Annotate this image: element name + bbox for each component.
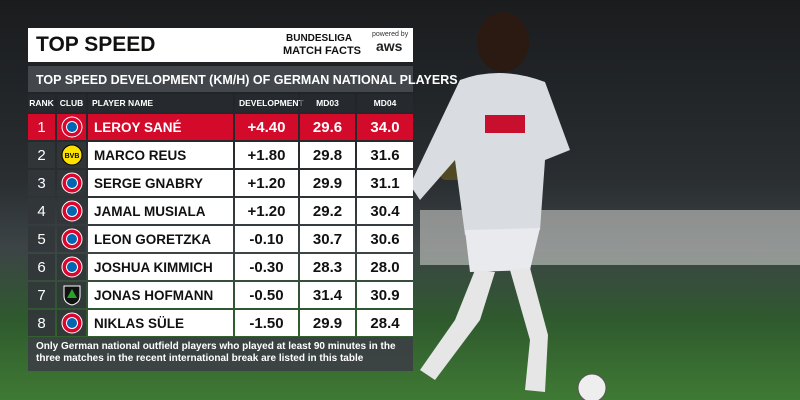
club-logo — [57, 282, 86, 308]
logo-icon: BVB — [61, 144, 82, 166]
column-header: MD04 — [357, 94, 413, 112]
club-logo — [57, 254, 86, 280]
club-logo — [57, 170, 86, 196]
club-logo — [57, 198, 86, 224]
rank: 5 — [28, 226, 55, 252]
club-logo — [57, 226, 86, 252]
logo-icon — [63, 285, 80, 306]
brand-bottom: MATCH FACTS — [283, 45, 362, 57]
development: +1.80 — [235, 142, 298, 168]
sponsor-logo: aws — [376, 38, 403, 54]
table-row: 6 JOSHUA KIMMICH -0.30 28.3 28.0 — [28, 254, 413, 280]
development: +1.20 — [235, 198, 298, 224]
column-header: DEVELOPMENT — [235, 94, 304, 112]
md04: 30.9 — [357, 282, 413, 308]
player-name: JONAS HOFMANN — [88, 282, 233, 308]
table-row: 8 NIKLAS SÜLE -1.50 29.9 28.4 — [28, 310, 413, 336]
md04: 28.0 — [357, 254, 413, 280]
player-name: MARCO REUS — [88, 142, 233, 168]
table-row: 1 LEROY SANÉ +4.40 29.6 34.0 — [28, 114, 413, 140]
table-row: 3 SERGE GNABRY +1.20 29.9 31.1 — [28, 170, 413, 196]
brand-top: BUNDESLIGA — [286, 33, 353, 44]
subtitle: TOP SPEED DEVELOPMENT (KM/H) OF GERMAN N… — [28, 66, 458, 92]
logo-icon — [61, 200, 82, 222]
md04: 28.4 — [357, 310, 413, 336]
development: -0.10 — [235, 226, 298, 252]
development: -0.30 — [235, 254, 298, 280]
development: -1.50 — [235, 310, 298, 336]
rank: 4 — [28, 198, 55, 224]
column-header: RANK — [28, 94, 55, 112]
shirt — [410, 72, 570, 235]
table-row: 4 JAMAL MUSIALA +1.20 29.2 30.4 — [28, 198, 413, 224]
development: +1.20 — [235, 170, 298, 196]
table-row: 7 JONAS HOFMANN -0.50 31.4 30.9 — [28, 282, 413, 308]
table-row: 5 LEON GORETZKA -0.10 30.7 30.6 — [28, 226, 413, 252]
md03: 29.9 — [300, 170, 355, 196]
md04: 31.6 — [357, 142, 413, 168]
md03: 29.6 — [300, 114, 355, 140]
club-logo: BVB — [57, 142, 86, 168]
legs — [420, 268, 548, 392]
column-header: CLUB — [57, 94, 86, 112]
club-logo — [57, 310, 86, 336]
md04: 30.6 — [357, 226, 413, 252]
md03: 29.9 — [300, 310, 355, 336]
logo-icon — [61, 228, 82, 250]
rank: 3 — [28, 170, 55, 196]
column-header: MD03 — [300, 94, 355, 112]
svg-text:BVB: BVB — [64, 153, 79, 160]
rank: 6 — [28, 254, 55, 280]
shorts — [465, 228, 540, 272]
md03: 29.2 — [300, 198, 355, 224]
development: +4.40 — [235, 114, 298, 140]
md04: 31.1 — [357, 170, 413, 196]
player-name: LEROY SANÉ — [88, 114, 233, 140]
md03: 29.8 — [300, 142, 355, 168]
column-header: PLAYER NAME — [88, 94, 233, 112]
player-name: JOSHUA KIMMICH — [88, 254, 233, 280]
rank: 7 — [28, 282, 55, 308]
rank: 1 — [28, 114, 55, 140]
md03: 31.4 — [300, 282, 355, 308]
title-bar: TOP SPEED BUNDESLIGA MATCH FACTS powered… — [28, 28, 413, 62]
title: TOP SPEED — [36, 33, 156, 56]
logo-icon — [61, 116, 82, 138]
head — [477, 12, 529, 72]
powered-by: powered by — [372, 31, 409, 38]
table: RANK CLUB PLAYER NAME DEVELOPMENT MD03 MD04 1 L… — [28, 94, 413, 336]
sponsor — [485, 115, 525, 133]
rank: 8 — [28, 310, 55, 336]
table-row: 2 BVB MARCO REUS +1.80 29.8 31.6 — [28, 142, 413, 168]
development: -0.50 — [235, 282, 298, 308]
md04: 34.0 — [357, 114, 413, 140]
md04: 30.4 — [357, 198, 413, 224]
player-name: SERGE GNABRY — [88, 170, 233, 196]
md03: 28.3 — [300, 254, 355, 280]
player-figure — [410, 12, 607, 400]
logo-icon — [61, 256, 82, 278]
logo-icon — [61, 172, 82, 194]
rank: 2 — [28, 142, 55, 168]
player-name: NIKLAS SÜLE — [88, 310, 233, 336]
footnote: Only German national outfield players wh… — [28, 337, 413, 371]
player-name: JAMAL MUSIALA — [88, 198, 233, 224]
club-logo — [57, 114, 86, 140]
md03: 30.7 — [300, 226, 355, 252]
logo-icon — [61, 312, 82, 334]
ball — [577, 373, 607, 400]
player-name: LEON GORETZKA — [88, 226, 233, 252]
